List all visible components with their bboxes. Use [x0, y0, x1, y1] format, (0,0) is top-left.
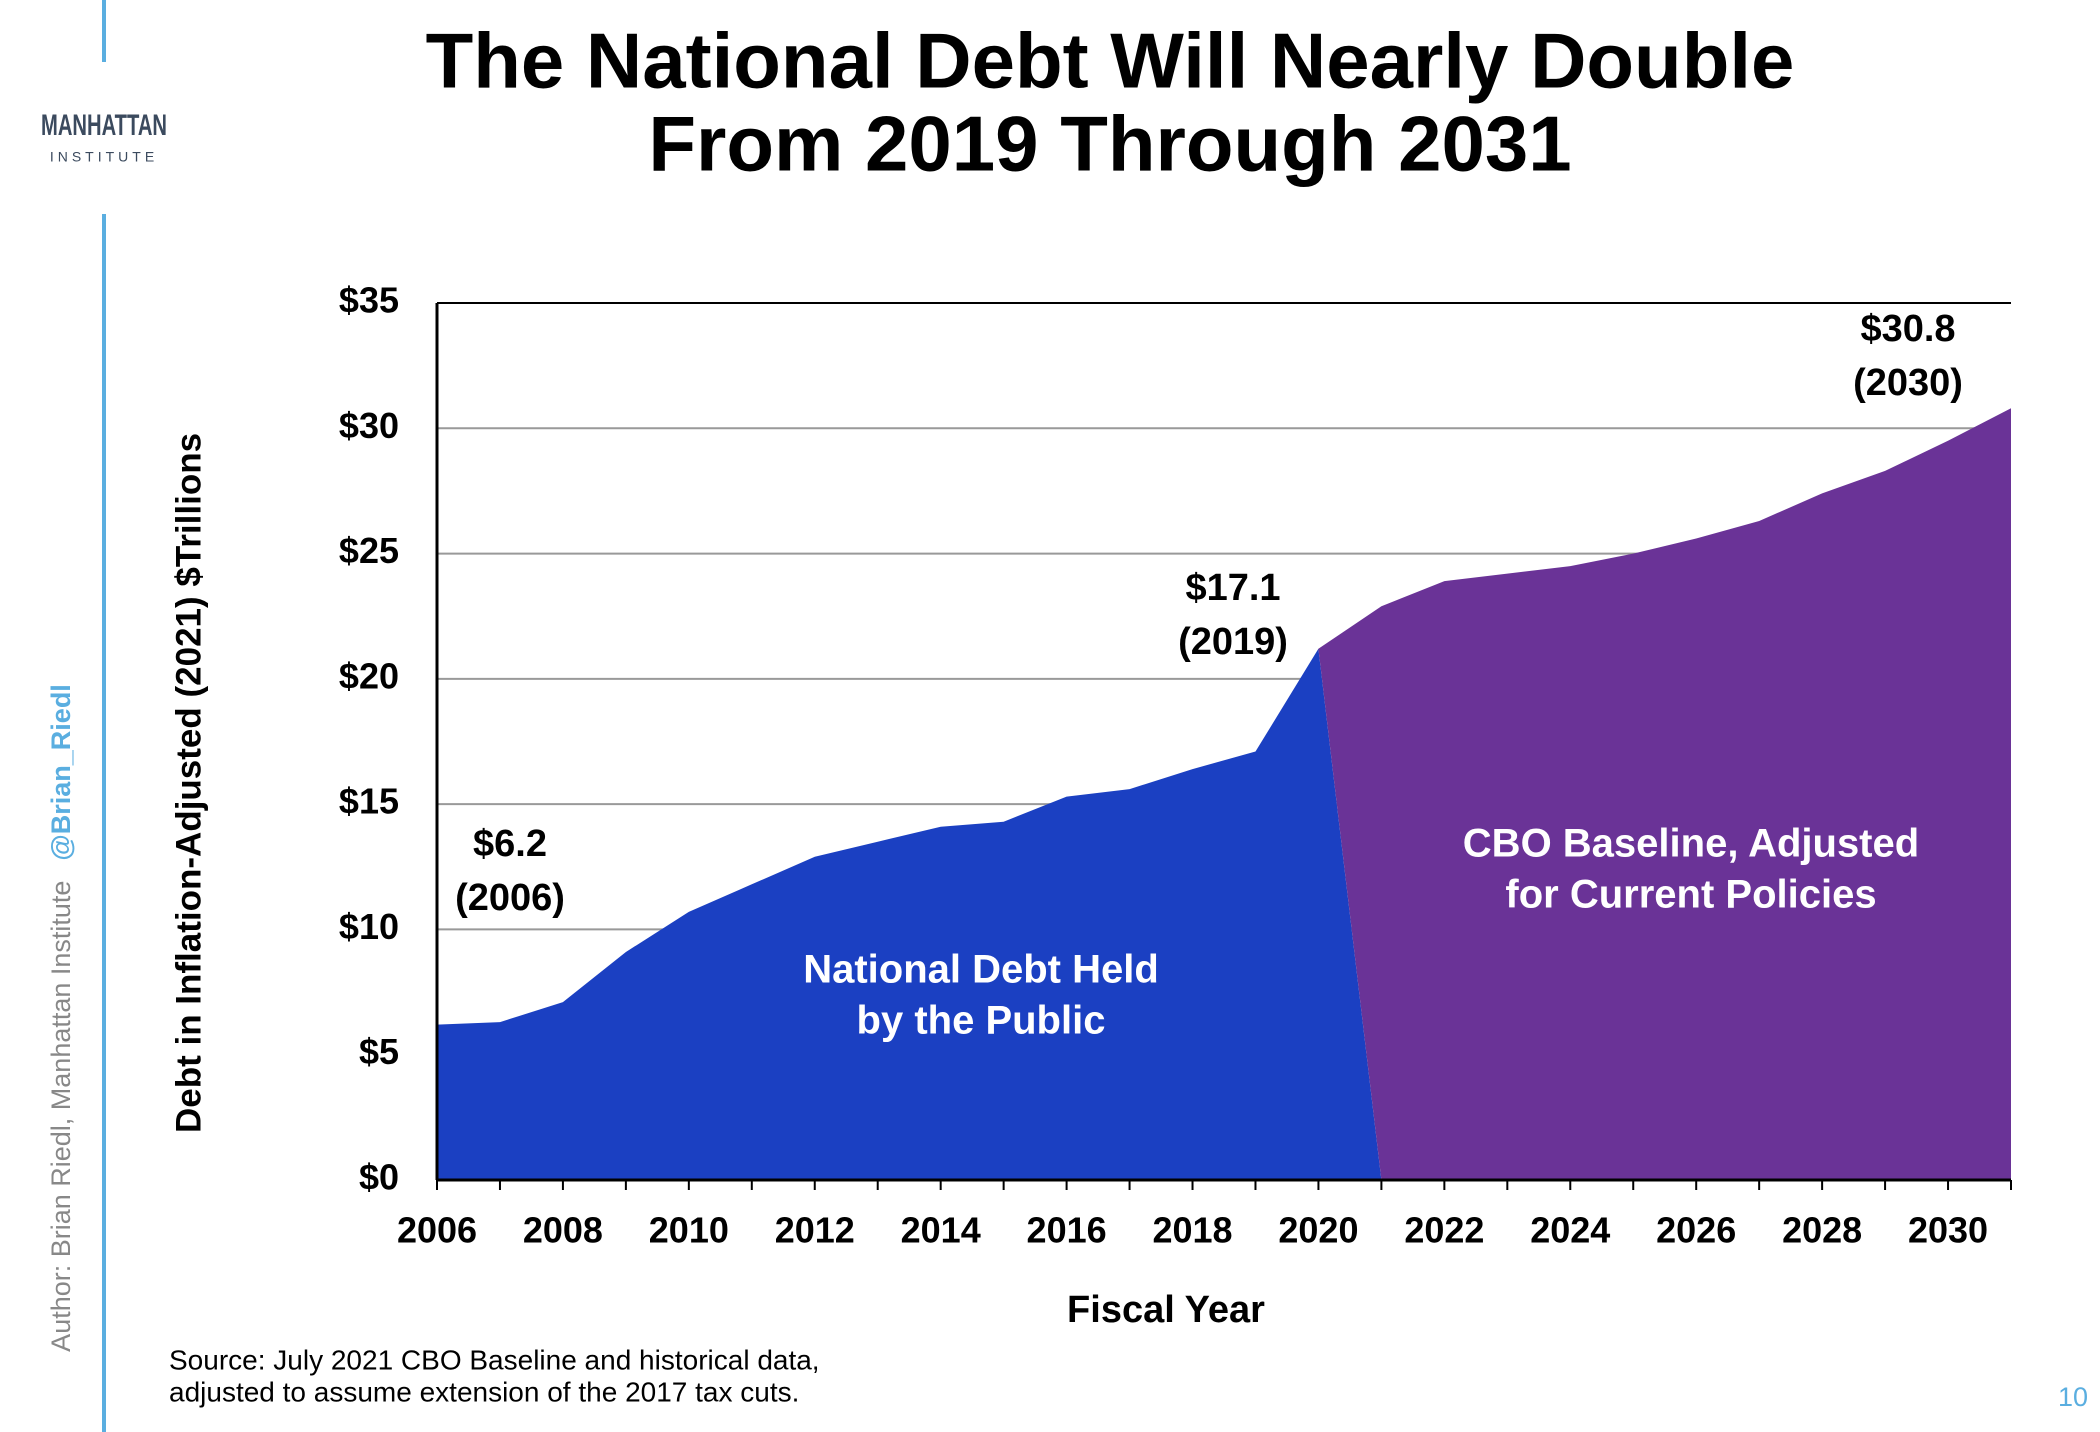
- x-axis-title: Fiscal Year: [1067, 1289, 1265, 1331]
- x-tick-label: 2012: [775, 1210, 855, 1251]
- x-tick-label: 2008: [523, 1210, 603, 1251]
- area-label: National Debt Held: [803, 948, 1159, 992]
- area: [437, 648, 1382, 1180]
- logo-sub: INSTITUTE: [50, 149, 158, 165]
- x-tick-label: 2030: [1908, 1210, 1988, 1251]
- y-tick-label: $10: [339, 906, 399, 947]
- annotation: $17.1: [1185, 567, 1280, 609]
- x-tick-label: 2014: [901, 1210, 981, 1251]
- logo: MANHATTAN: [41, 109, 167, 142]
- area-label: by the Public: [857, 999, 1106, 1043]
- area-label: for Current Policies: [1505, 873, 1876, 917]
- annotation: (2006): [455, 877, 565, 919]
- annotation: (2019): [1178, 621, 1288, 663]
- annotation: $6.2: [473, 823, 547, 865]
- y-axis-title: Debt in Inflation-Adjusted (2021) $Trill…: [169, 433, 208, 1133]
- y-tick-label: $5: [359, 1031, 399, 1072]
- area-label: CBO Baseline, Adjusted: [1463, 822, 1919, 866]
- x-tick-label: 2006: [397, 1210, 477, 1251]
- annotation: $30.8: [1860, 308, 1955, 350]
- y-tick-label: $15: [339, 781, 399, 822]
- chart-title: The National Debt Will Nearly Double: [426, 17, 1795, 105]
- author-line: Author: Brian Riedl, Manhattan Institute…: [46, 684, 76, 1352]
- x-tick-label: 2020: [1278, 1210, 1358, 1251]
- y-tick-label: $35: [339, 280, 399, 321]
- x-tick-label: 2024: [1530, 1210, 1610, 1251]
- y-tick-label: $25: [339, 530, 399, 571]
- area: [1318, 408, 2011, 1180]
- author: Author: Brian Riedl, Manhattan Institute: [46, 881, 76, 1352]
- x-tick-label: 2028: [1782, 1210, 1862, 1251]
- y-tick-label: $0: [359, 1157, 399, 1198]
- x-tick-label: 2018: [1152, 1210, 1232, 1251]
- x-tick-label: 2016: [1027, 1210, 1107, 1251]
- handle: @Brian_Riedl: [46, 684, 76, 860]
- y-tick-label: $30: [339, 405, 399, 446]
- x-tick-label: 2022: [1404, 1210, 1484, 1251]
- x-tick-label: 2026: [1656, 1210, 1736, 1251]
- page-number: 10: [2058, 1382, 2088, 1412]
- x-tick-label: 2010: [649, 1210, 729, 1251]
- chart-title: From 2019 Through 2031: [648, 100, 1571, 188]
- source: Source: July 2021 CBO Baseline and histo…: [169, 1344, 820, 1375]
- source: adjusted to assume extension of the 2017…: [169, 1376, 799, 1407]
- annotation: (2030): [1853, 362, 1963, 404]
- y-tick-label: $20: [339, 655, 399, 696]
